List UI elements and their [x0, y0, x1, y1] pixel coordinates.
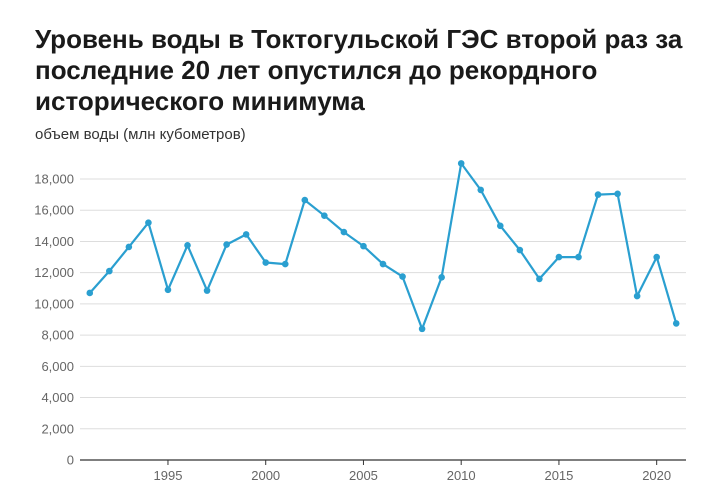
data-point: [399, 273, 406, 280]
y-tick-label: 16,000: [34, 203, 74, 218]
y-tick-label: 8,000: [41, 328, 74, 343]
data-point: [633, 292, 641, 300]
y-tick-label: 12,000: [34, 265, 74, 280]
data-point: [203, 287, 211, 294]
data-point: [555, 253, 563, 261]
data-point: [281, 260, 289, 268]
data-point: [360, 242, 367, 250]
data-point: [672, 320, 680, 327]
data-point: [536, 275, 543, 283]
data-point: [594, 191, 602, 198]
x-axis-ticks: 1995 2000 2005 2010 2015 2020: [154, 460, 671, 483]
chart-title: Уровень воды в Токтогульской ГЭС второй …: [35, 24, 683, 116]
data-point: [86, 289, 94, 297]
data-point: [340, 228, 348, 236]
y-tick-label: 6,000: [41, 359, 74, 374]
data-point: [457, 160, 465, 167]
data-point: [477, 186, 485, 194]
data-point: [438, 274, 445, 281]
x-tick-label: 2005: [349, 468, 378, 483]
data-point: [653, 253, 660, 261]
y-tick-label: 0: [67, 453, 74, 468]
y-tick-label: 2,000: [41, 421, 74, 436]
x-tick-label: 2000: [251, 468, 280, 483]
data-point: [223, 241, 230, 248]
y-tick-label: 18,000: [34, 172, 74, 187]
series-points: [86, 160, 680, 333]
data-point: [184, 242, 191, 249]
y-tick-label: 4,000: [41, 390, 74, 405]
y-axis-ticks: 0 2,000 4,000 6,000 8,000 10,000 12,000 14,000 1…: [34, 172, 74, 468]
x-tick-label: 2020: [642, 468, 671, 483]
data-point: [164, 286, 172, 294]
data-point: [614, 190, 621, 198]
data-point: [262, 259, 270, 266]
data-point: [418, 325, 426, 333]
x-tick-label: 2015: [544, 468, 573, 483]
x-tick-label: 2010: [447, 468, 476, 483]
data-point: [106, 267, 113, 275]
gridlines: [80, 178, 686, 461]
x-tick-label: 1995: [154, 468, 183, 483]
data-point: [301, 196, 309, 204]
data-point: [145, 219, 152, 227]
y-tick-label: 14,000: [34, 234, 74, 249]
data-point: [242, 231, 250, 238]
data-point: [575, 253, 582, 261]
data-point: [379, 260, 387, 268]
data-point: [321, 212, 328, 219]
data-point: [496, 222, 504, 230]
data-point: [516, 246, 524, 254]
y-axis-label: объем воды (млн кубометров): [35, 126, 246, 143]
y-tick-label: 10,000: [34, 296, 74, 311]
data-point: [125, 243, 133, 251]
